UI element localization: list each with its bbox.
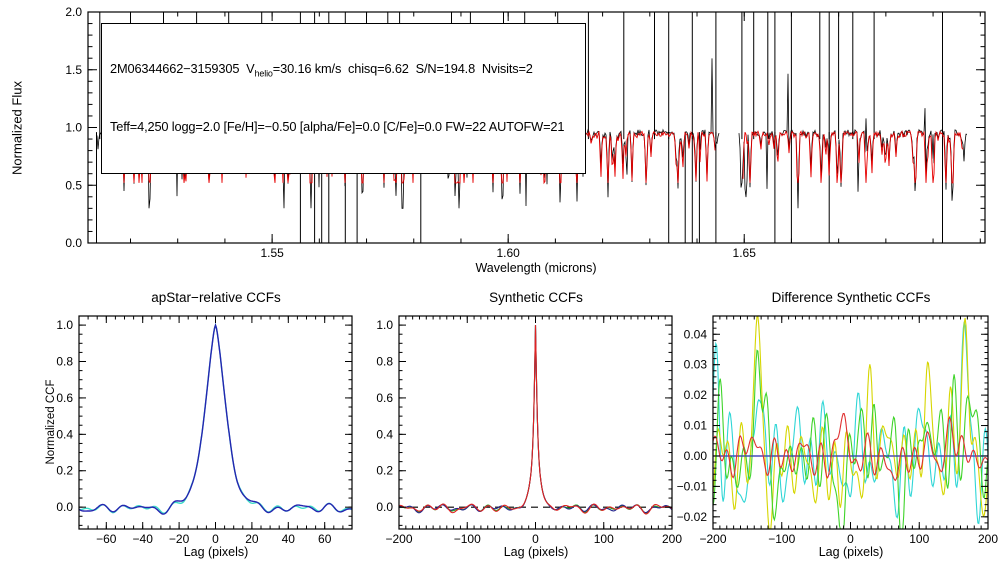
y-tick-label: 0.8 (376, 355, 393, 369)
axes-frame (712, 315, 989, 530)
spectrum-info-box: 2M06344662−3159305 Vhelio=30.16 km/s chi… (101, 23, 586, 174)
y-tick-label: 0.4 (376, 427, 393, 441)
spectrum-ylabel: Normalized Flux (9, 81, 25, 175)
y-tick-label: 0.0 (56, 500, 73, 514)
y-tick-label: 0.4 (56, 427, 73, 441)
x-tick-label: 100 (594, 532, 614, 546)
apstar-ccf-ylabel: Normalized CCF (45, 379, 57, 465)
x-tick-label: 1.55 (260, 246, 284, 260)
y-tick-label: 0.6 (56, 391, 73, 405)
x-tick-label: 200 (978, 532, 998, 546)
x-tick-label: −100 (768, 532, 795, 546)
x-tick-label: 200 (662, 532, 682, 546)
y-tick-label: 0.0 (65, 236, 82, 250)
y-tick-label: 0.04 (684, 327, 708, 341)
info-line-1: 2M06344662−3159305 Vhelio=30.16 km/s chi… (110, 60, 581, 83)
info-line-2: Teff=4,250 logg=2.0 [Fe/H]=−0.50 [alpha/… (110, 119, 565, 135)
axes-frame (398, 315, 673, 530)
x-tick-label: 40 (282, 532, 296, 546)
x-tick-label: −40 (133, 532, 154, 546)
x-tick-label: 1.65 (733, 246, 757, 260)
y-tick-label: 0.5 (65, 178, 82, 192)
info-line-1-rest: =30.16 km/s chisq=6.62 S/N=194.8 Nvisits… (272, 61, 533, 76)
x-tick-label: −20 (169, 532, 190, 546)
y-tick-label: 1.0 (65, 121, 82, 135)
y-tick-label: 1.0 (376, 318, 393, 332)
x-tick-label: −200 (699, 532, 726, 546)
axes-frame (87, 11, 986, 244)
apstar-ccf-title: apStar−relative CCFs (151, 290, 281, 305)
y-tick-label: 0.02 (684, 388, 708, 402)
x-tick-label: −100 (454, 532, 481, 546)
x-tick-label: 0 (532, 532, 539, 546)
axes-frame (78, 315, 353, 530)
ccf-cyan (78, 322, 353, 514)
y-tick-label: 0.2 (376, 464, 393, 478)
y-tick-label: 0.8 (56, 355, 73, 369)
y-tick-label: −0.02 (677, 510, 708, 524)
x-tick-label: 20 (245, 532, 259, 546)
info-object-id: 2M06344662−3159305 V (110, 61, 255, 76)
x-tick-label: 0 (212, 532, 219, 546)
ccf-navy (78, 322, 352, 515)
synthetic-ccf-xlabel: Lag (pixels) (503, 545, 569, 559)
diff_ccf-panel: −200 −100 0 100 200 −0.02 −0.01 0.00 0.01 0.02 0.0… (677, 315, 998, 546)
diff-ccf-xlabel: Lag (pixels) (818, 545, 884, 559)
y-tick-label: 0.03 (684, 358, 708, 372)
diff-ccf-title: Difference Synthetic CCFs (771, 290, 931, 305)
y-tick-label: 1.5 (65, 63, 82, 77)
y-tick-label: 1.0 (56, 318, 73, 332)
x-tick-label: −200 (385, 532, 412, 546)
y-tick-label: 0.6 (376, 391, 393, 405)
diff-red (712, 412, 989, 482)
y-tick-label: 0.2 (56, 464, 73, 478)
x-tick-label: −60 (96, 532, 117, 546)
diff-green (712, 349, 989, 530)
apstar_ccf-panel: −60 −40 −20 0 20 40 60 0.0 0.2 0.4 0.6 0.8 1.0 (56, 315, 353, 546)
y-tick-label: 0.00 (684, 449, 708, 463)
apstar-ccf-xlabel: Lag (pixels) (183, 545, 249, 559)
synth-ccf-red (398, 325, 673, 515)
spectrum-xlabel: Wavelength (microns) (475, 261, 597, 275)
y-tick-label: 2.0 (65, 5, 82, 19)
y-tick-label: 0.0 (376, 500, 393, 514)
x-tick-label: 60 (318, 532, 332, 546)
synthetic-ccf-title: Synthetic CCFs (489, 290, 583, 305)
synthetic_ccf-panel: −200 −100 0 100 200 0.0 0.2 0.4 0.6 0.8 1.0 (376, 315, 682, 546)
x-tick-label: 1.60 (496, 246, 520, 260)
info-vhelio-sub: helio (254, 68, 273, 79)
x-tick-label: 0 (847, 532, 854, 546)
y-tick-label: −0.01 (677, 479, 708, 493)
y-tick-label: 0.01 (684, 419, 708, 433)
diff-cyan (712, 321, 989, 525)
x-tick-label: 100 (909, 532, 929, 546)
